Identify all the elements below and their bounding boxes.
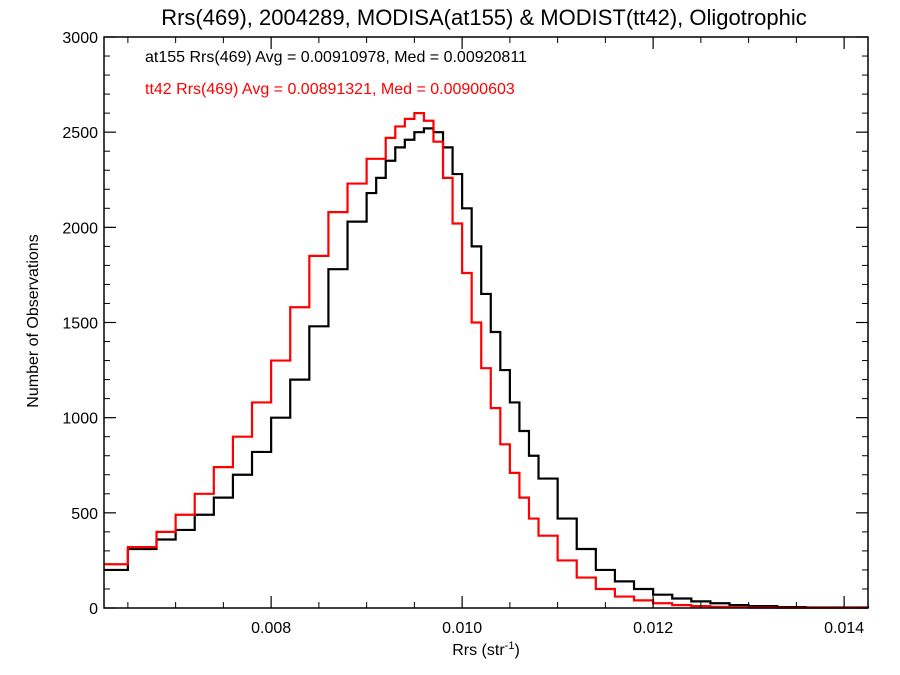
plot-frame — [103, 36, 869, 609]
y-axis-label: Number of Observations — [25, 234, 42, 407]
x-axis-label-close: ) — [514, 642, 519, 659]
x-axis-label-sup: -1 — [505, 640, 515, 652]
y-tick-label-6: 3000 — [62, 30, 98, 47]
chart-title: Rrs(469), 2004289, MODISA(at155) & MODIS… — [161, 5, 807, 30]
x-tick-label-1: 0.010 — [442, 620, 482, 637]
y-tick-label-0: 0 — [89, 601, 98, 618]
x-tick-label-0: 0.008 — [251, 620, 291, 637]
y-tick-label-2: 1000 — [62, 411, 98, 428]
x-tick-label-2: 0.012 — [633, 620, 673, 637]
annotation-at155: at155 Rrs(469) Avg = 0.00910978, Med = 0… — [145, 49, 527, 66]
series-line-0 — [104, 127, 870, 609]
y-tick-label-3: 1500 — [62, 316, 98, 333]
y-tick-label-5: 2500 — [62, 125, 98, 142]
series-line-1 — [104, 112, 870, 609]
x-axis-label-main: Rrs (str — [452, 642, 505, 659]
y-tick-label-1: 500 — [71, 506, 98, 523]
y-tick-label-4: 2000 — [62, 220, 98, 237]
x-tick-label-3: 0.014 — [824, 620, 864, 637]
x-axis-label: Rrs (str-1) — [452, 640, 520, 659]
annotation-tt42: tt42 Rrs(469) Avg = 0.00891321, Med = 0.… — [145, 81, 515, 98]
